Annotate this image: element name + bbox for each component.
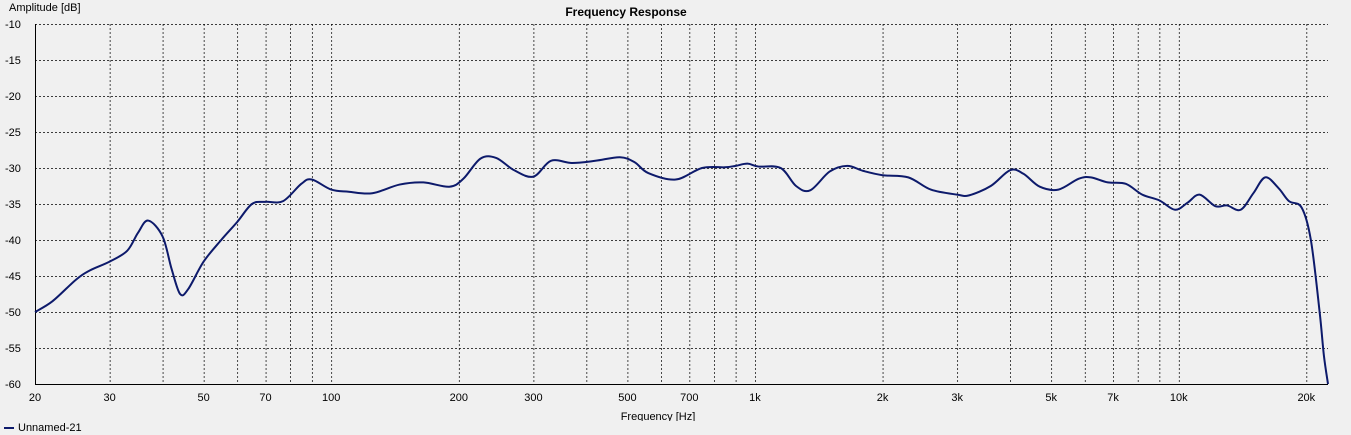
x-tick-label: 7k [1107, 392, 1119, 404]
frequency-response-chart: Frequency Response Amplitude [dB] Freque… [5, 2, 1329, 421]
x-tick-label: 70 [259, 392, 271, 404]
y-tick-label: -60 [5, 379, 21, 391]
chart-title: Frequency Response [565, 5, 687, 19]
y-tick-label: -15 [5, 55, 21, 67]
x-tick-label: 5k [1045, 392, 1057, 404]
x-tick-label: 100 [322, 392, 340, 404]
series-line-unnamed-21 [34, 155, 1329, 385]
x-tick-label: 300 [524, 392, 542, 404]
y-tick-label: -25 [5, 127, 21, 139]
y-tick-label: -50 [5, 307, 21, 319]
x-tick-label: 500 [618, 392, 636, 404]
axes [35, 24, 1328, 385]
x-tick-label: 2k [877, 392, 889, 404]
legend: Unnamed-21 [4, 421, 82, 435]
grid [35, 24, 1328, 384]
x-tick-label: 20k [1297, 392, 1315, 404]
plot-area [35, 24, 1328, 384]
y-tick-label: -35 [5, 199, 21, 211]
x-tick-label: 50 [198, 392, 210, 404]
legend-label: Unnamed-21 [18, 422, 82, 434]
x-axis-label: Frequency [Hz] [621, 411, 696, 421]
y-tick-label: -20 [5, 91, 21, 103]
x-tick-label: 700 [680, 392, 698, 404]
x-tick-label: 1k [749, 392, 761, 404]
series-layer [34, 155, 1329, 385]
x-tick-labels: 20 30 50 70 100 200 300 500 700 1k 2k 3k 5k 7k 10k 20k [29, 392, 1316, 404]
y-axis-label: Amplitude [dB] [9, 2, 81, 14]
y-tick-label: -40 [5, 235, 21, 247]
y-tick-label: -10 [5, 19, 21, 31]
x-tick-label: 200 [450, 392, 468, 404]
y-tick-label: -30 [5, 163, 21, 175]
x-tick-label: 10k [1170, 392, 1188, 404]
y-tick-label: -45 [5, 271, 21, 283]
x-tick-label: 30 [103, 392, 115, 404]
x-tick-label: 3k [951, 392, 963, 404]
legend-line-swatch [4, 427, 14, 429]
x-tick-label: 20 [29, 392, 41, 404]
y-tick-labels: -10 -15 -20 -25 -30 -35 -40 -45 -50 -55 -60 [5, 19, 21, 391]
y-tick-label: -55 [5, 343, 21, 355]
